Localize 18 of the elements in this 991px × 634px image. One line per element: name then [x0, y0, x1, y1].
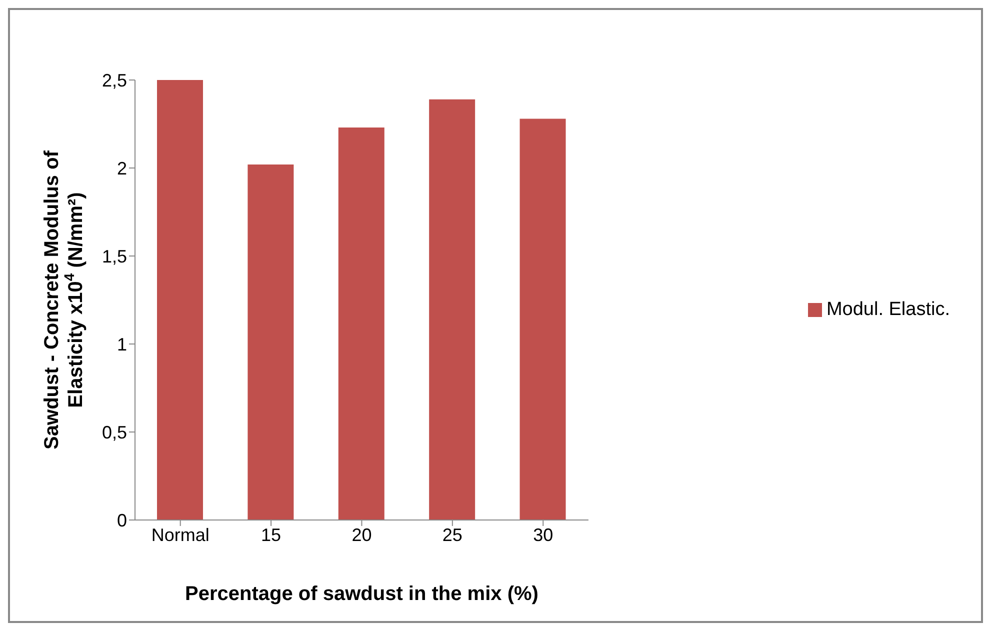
y-tick-label: 1,5 — [102, 246, 127, 266]
legend-label: Modul. Elastic. — [826, 299, 950, 320]
bar — [520, 118, 566, 520]
y-tick-label: 1 — [116, 334, 127, 354]
x-tick-label: 25 — [442, 524, 462, 545]
bar — [338, 128, 384, 520]
bar — [429, 99, 476, 520]
y-tick-label: 2 — [116, 158, 127, 178]
x-tick-label: 15 — [261, 524, 282, 545]
x-tick-label: Normal — [151, 524, 210, 545]
y-tick-label: 2,5 — [102, 70, 127, 90]
x-axis-title: Percentage of sawdust in the mix (%) — [185, 583, 538, 605]
y-tick-label: 0,5 — [102, 422, 127, 442]
x-tick-label: 30 — [533, 524, 554, 545]
bar — [248, 164, 294, 520]
y-tick-label: 0 — [116, 510, 127, 530]
x-tick-label: 20 — [352, 524, 372, 545]
bar — [157, 80, 203, 520]
